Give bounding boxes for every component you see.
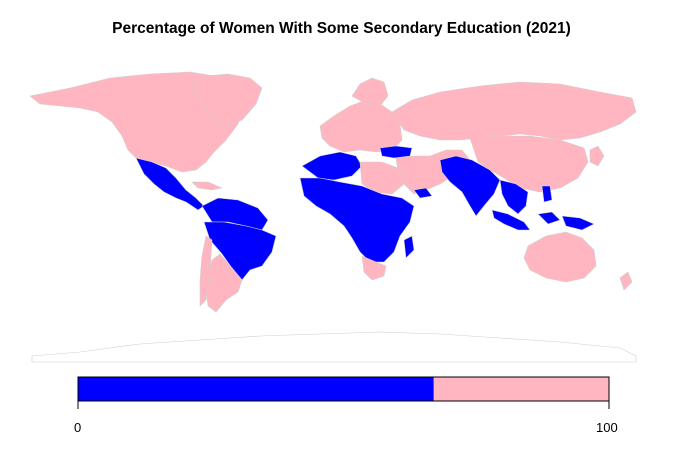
region-new-zealand [619, 271, 633, 291]
region-antarctica [31, 331, 637, 363]
region-north-america [29, 71, 246, 173]
region-northeast-africa [359, 161, 405, 195]
region-southeast-asia [499, 179, 529, 215]
legend-segment-low [78, 377, 434, 401]
region-arabia-south [413, 187, 433, 199]
region-east-asia [469, 135, 589, 193]
region-caribbean [191, 181, 223, 191]
region-philippines [541, 185, 553, 203]
region-madagascar [403, 235, 415, 259]
region-japan [589, 145, 605, 167]
region-greenland [191, 73, 263, 127]
legend-max-label: 100 [596, 420, 618, 435]
legend-frame [77, 376, 610, 402]
region-scandinavia [351, 77, 389, 107]
region-sub-saharan-africa [299, 177, 415, 263]
region-central-america [135, 157, 205, 211]
region-southern-africa [361, 255, 387, 281]
legend-segment-high [433, 377, 609, 401]
region-indonesia-east [537, 211, 561, 225]
region-chile [199, 235, 213, 307]
region-north-asia [391, 81, 637, 141]
region-australia [523, 231, 597, 283]
region-indonesia-west [491, 209, 531, 231]
region-new-guinea [561, 215, 595, 231]
chart-title: Percentage of Women With Some Secondary … [112, 20, 571, 37]
region-south-asia [439, 155, 501, 217]
region-europe [319, 99, 403, 153]
region-south-america-central [203, 221, 277, 281]
legend-min-label: 0 [74, 420, 82, 435]
